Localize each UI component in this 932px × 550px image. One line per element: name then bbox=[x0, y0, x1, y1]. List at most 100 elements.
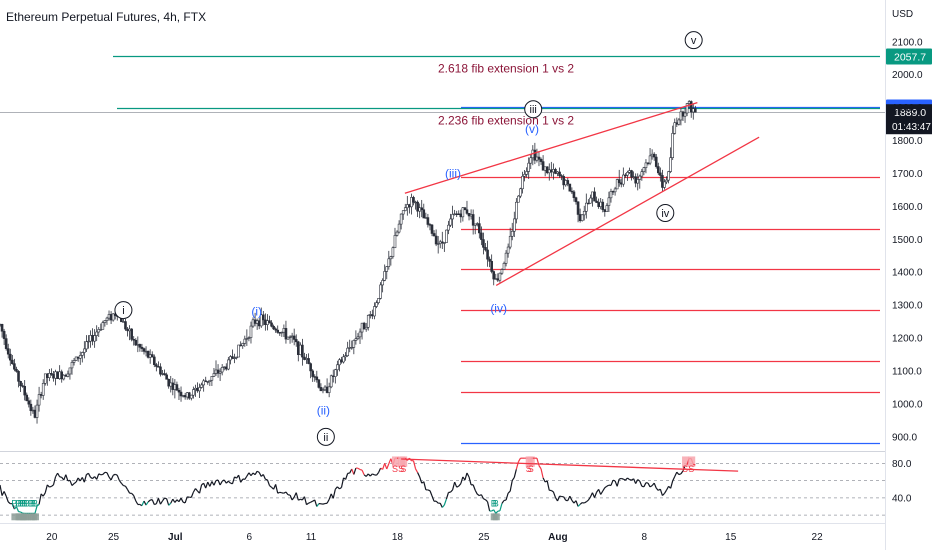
candle-body bbox=[305, 358, 308, 360]
osc-line bbox=[507, 490, 511, 494]
candle-body bbox=[183, 395, 187, 398]
osc-line bbox=[474, 489, 478, 495]
osc-line bbox=[46, 484, 50, 488]
candle-body bbox=[148, 354, 152, 358]
candle-body bbox=[486, 249, 489, 260]
candle-body bbox=[377, 298, 380, 303]
candle-body bbox=[27, 400, 31, 405]
osc-line bbox=[166, 498, 170, 506]
candle-body bbox=[461, 207, 465, 218]
price-tick-label: 1000.0 bbox=[892, 399, 923, 410]
candle-body bbox=[480, 232, 483, 240]
candle-body bbox=[677, 119, 681, 125]
candle-body bbox=[580, 214, 584, 221]
osc-line bbox=[623, 478, 626, 481]
candle-body bbox=[685, 103, 689, 114]
candle-body bbox=[157, 366, 160, 368]
osc-line bbox=[322, 503, 326, 505]
osc-line bbox=[289, 494, 293, 501]
osc-line bbox=[59, 476, 62, 478]
candle-body bbox=[401, 210, 405, 215]
candle-body bbox=[233, 357, 236, 359]
candle-body bbox=[321, 389, 325, 392]
wave-circle bbox=[316, 427, 335, 446]
candle-body bbox=[465, 209, 469, 214]
osc-buy-label: B bbox=[16, 498, 22, 508]
candle-body bbox=[562, 176, 565, 186]
candle-body bbox=[521, 175, 524, 190]
osc-line bbox=[141, 500, 145, 506]
candle-body bbox=[288, 336, 292, 338]
candle-body bbox=[389, 256, 393, 260]
candle-body bbox=[262, 314, 265, 321]
candle-body bbox=[138, 344, 142, 348]
candle-body bbox=[615, 179, 619, 190]
candle-body bbox=[17, 371, 20, 382]
osc-line bbox=[38, 493, 42, 505]
osc-tick-label: 80.0 bbox=[892, 459, 912, 470]
candle-body bbox=[292, 335, 296, 340]
candle-body bbox=[224, 366, 228, 370]
candle-body bbox=[560, 175, 563, 177]
candle-body bbox=[344, 355, 347, 358]
candle-body bbox=[208, 379, 212, 382]
candle-body bbox=[358, 331, 362, 338]
osc-line bbox=[550, 489, 554, 493]
candle-body bbox=[60, 371, 64, 380]
candle-body bbox=[459, 213, 463, 218]
candle-body bbox=[416, 201, 419, 212]
candle-body bbox=[640, 171, 644, 177]
candle-body bbox=[570, 190, 574, 193]
price-tick-label: 1800.0 bbox=[892, 136, 923, 147]
candle-body bbox=[626, 172, 629, 176]
candle-body bbox=[430, 224, 434, 234]
candle-body bbox=[177, 390, 181, 393]
candle-body bbox=[315, 376, 319, 381]
candle-body bbox=[556, 171, 559, 174]
candle-body bbox=[599, 201, 602, 207]
candle-body bbox=[136, 344, 140, 346]
osc-line bbox=[479, 494, 482, 497]
candle-body bbox=[689, 101, 693, 113]
candle-body bbox=[515, 201, 518, 220]
osc-line bbox=[468, 476, 472, 486]
candle-body bbox=[101, 322, 105, 330]
candles bbox=[0, 100, 697, 424]
osc-line bbox=[238, 474, 242, 483]
osc-line bbox=[180, 497, 184, 503]
osc-line bbox=[306, 502, 309, 506]
price-axis[interactable]: 900.0 1000.0 1100.0 1200.0 1300.0 1400.0 1500.… bbox=[892, 37, 923, 443]
candle-body bbox=[420, 207, 424, 211]
candle-body bbox=[654, 156, 658, 167]
osc-buy-label: B bbox=[493, 498, 499, 508]
candle-body bbox=[455, 213, 458, 215]
osc-line bbox=[57, 472, 61, 478]
candle-body bbox=[89, 335, 92, 342]
candle-body bbox=[241, 343, 245, 347]
candle-body bbox=[290, 335, 294, 338]
candle-body bbox=[54, 371, 57, 379]
candle-body bbox=[159, 366, 162, 375]
candle-body bbox=[331, 375, 335, 377]
candle-body bbox=[111, 313, 115, 321]
osc-line bbox=[75, 477, 79, 483]
osc-tick-label: 40.0 bbox=[892, 493, 912, 504]
candle-body bbox=[517, 195, 520, 203]
candle-body bbox=[218, 371, 222, 374]
osc-line bbox=[162, 497, 166, 502]
candle-body bbox=[661, 175, 664, 188]
osc-line bbox=[303, 496, 308, 505]
osc-line bbox=[277, 491, 281, 494]
wave-circle bbox=[684, 31, 703, 50]
osc-line bbox=[190, 492, 194, 498]
candle-body bbox=[56, 371, 59, 379]
candle-body bbox=[687, 101, 691, 104]
candle-body bbox=[638, 175, 642, 180]
candle-body bbox=[173, 384, 177, 390]
candle-body bbox=[171, 382, 175, 390]
osc-line bbox=[116, 474, 120, 481]
osc-line bbox=[90, 476, 93, 480]
time-axis[interactable]: 20 25 Jul 6 11 18 25 Aug 8 15 22 bbox=[46, 532, 823, 543]
